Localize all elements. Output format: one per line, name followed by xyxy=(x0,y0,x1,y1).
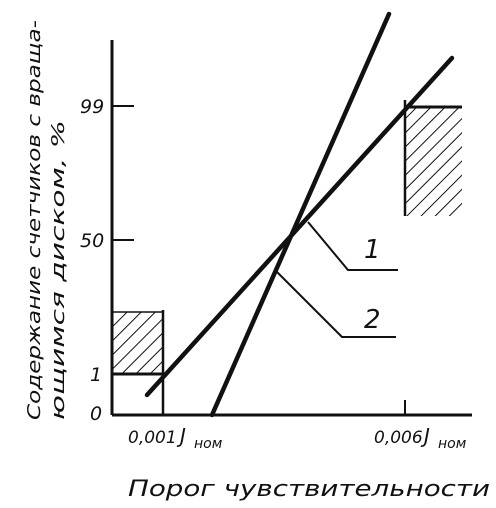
y-tick-label-50: 50 xyxy=(80,230,104,252)
y-axis-title-line2: ющимся диском, % xyxy=(48,120,69,420)
series-label-1: 1 xyxy=(364,235,381,265)
svg-text:J: J xyxy=(176,424,186,448)
x-tick-label-0001: 0,001 J ном xyxy=(128,424,223,452)
y-axis-title-line1: Содержание счетчиков с враща- xyxy=(24,20,45,420)
y-tick-label-1: 1 xyxy=(90,364,102,386)
leader-line-2 xyxy=(274,269,396,338)
series-line-1 xyxy=(144,55,455,398)
svg-text:J: J xyxy=(420,424,430,448)
y-tick-label-0: 0 xyxy=(90,403,102,425)
y-tick-label-99: 99 xyxy=(80,96,104,118)
svg-text:0,006: 0,006 xyxy=(374,428,423,448)
svg-text:ном: ном xyxy=(438,436,467,452)
x-axis-title: Порог чувствительности xyxy=(128,477,490,502)
leader-line-1 xyxy=(307,221,398,271)
hatched-zone-right xyxy=(403,100,462,216)
series-line-2 xyxy=(209,11,392,418)
series-label-2: 2 xyxy=(364,305,381,335)
hatched-zone-left xyxy=(112,310,165,415)
svg-text:ном: ном xyxy=(194,436,223,452)
svg-text:0,001: 0,001 xyxy=(128,428,177,448)
x-tick-label-0006: 0,006 J ном xyxy=(374,424,467,452)
